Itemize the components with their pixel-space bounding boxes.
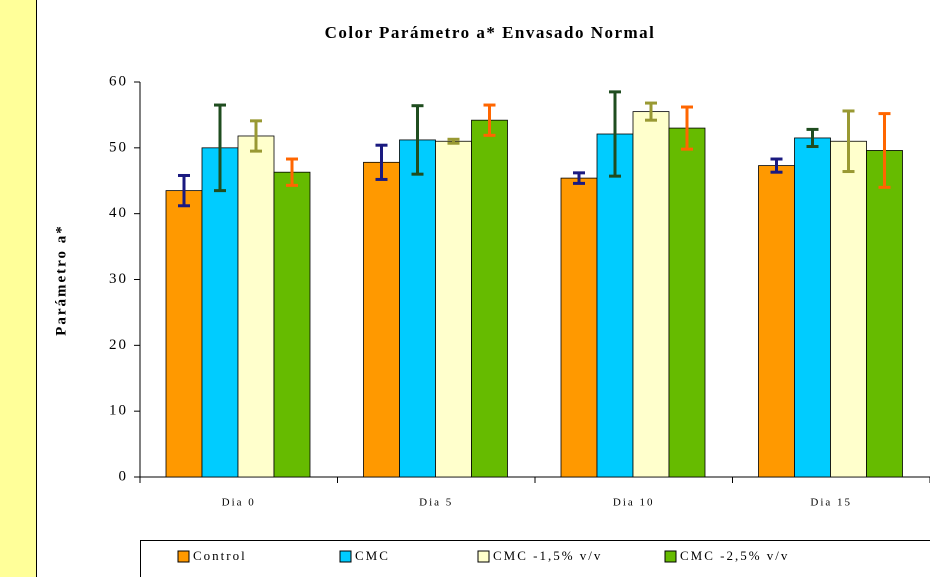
bar	[363, 161, 400, 478]
bar	[560, 177, 598, 478]
legend-label: CMC -1,5% v/v	[493, 548, 602, 563]
error-bar	[878, 112, 891, 189]
bar	[632, 111, 670, 478]
error-bar	[645, 101, 657, 122]
legend-swatch	[477, 550, 490, 563]
legend-swatch	[664, 550, 677, 563]
bar	[794, 137, 831, 478]
y-tick-label: 50	[109, 139, 128, 155]
error-bar	[447, 137, 460, 145]
legend-label: CMC	[355, 548, 390, 563]
bar	[201, 147, 239, 478]
error-bar	[770, 157, 783, 174]
error-bar	[609, 90, 621, 178]
x-tick-label: Dia 10	[613, 497, 655, 509]
y-tick-label: 20	[109, 337, 128, 353]
bar	[435, 140, 472, 478]
bar	[758, 165, 795, 478]
error-bar	[286, 157, 298, 187]
bar	[165, 190, 203, 478]
error-bar	[411, 104, 424, 176]
side-strip	[0, 0, 36, 577]
legend-label: CMC -2,5% v/v	[680, 548, 789, 563]
bar	[237, 135, 275, 478]
bar	[830, 140, 867, 478]
y-tick-label: 60	[109, 73, 128, 89]
error-bar	[178, 173, 190, 208]
error-bar	[573, 171, 585, 185]
bar	[471, 119, 508, 478]
y-tick-label: 40	[109, 205, 128, 221]
bar	[399, 139, 436, 478]
legend-box	[140, 540, 930, 577]
chart-title: Color Parámetro a* Envasado Normal	[325, 23, 656, 42]
bar	[668, 127, 706, 478]
bar	[273, 171, 311, 478]
y-tick-label: 0	[119, 468, 129, 484]
x-tick-label: Dia 5	[419, 497, 453, 509]
error-bar	[250, 119, 262, 153]
error-bar	[375, 143, 388, 181]
y-axis-label: Parámetro a*	[53, 224, 69, 336]
bar	[596, 133, 634, 478]
legend-label: Control	[193, 548, 247, 563]
legend-swatch	[177, 550, 190, 563]
legend-swatch	[339, 550, 352, 563]
y-tick-label: 30	[109, 271, 128, 287]
bar	[866, 150, 903, 478]
x-tick-label: Dia 0	[222, 497, 256, 509]
error-bar	[806, 127, 819, 149]
error-bar	[842, 109, 855, 174]
y-tick-label: 10	[109, 403, 128, 419]
error-bar	[681, 105, 693, 151]
error-bar	[483, 103, 496, 137]
x-tick-label: Dia 15	[810, 497, 852, 509]
error-bar	[214, 103, 226, 193]
